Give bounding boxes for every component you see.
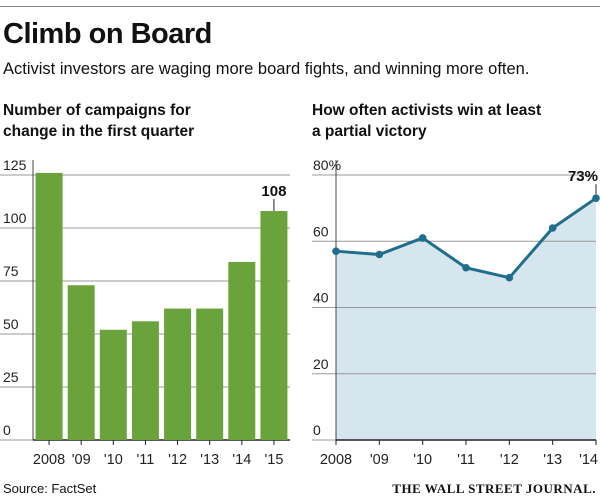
bar-6 — [228, 261, 256, 440]
area-point-0 — [332, 247, 340, 255]
area-ytick-label: 60 — [313, 223, 329, 239]
area-chart-title: How often activists win at least a parti… — [312, 100, 592, 142]
bar-xtick-label: '13 — [200, 452, 219, 468]
publisher-credit: THE WALL STREET JOURNAL. — [392, 481, 596, 496]
area-point-6 — [592, 194, 600, 202]
bar-1 — [67, 285, 95, 440]
bar-ytick-label: 125 — [3, 157, 27, 173]
bar-7 — [260, 211, 288, 440]
bar-0 — [35, 172, 63, 440]
area-xtick-label: '12 — [500, 452, 519, 468]
bar-ytick-label: 0 — [3, 422, 11, 438]
bar-ytick-label: 50 — [3, 316, 19, 332]
subhead: Activist investors are waging more board… — [3, 60, 530, 78]
bar-xtick-label: '15 — [264, 452, 283, 468]
area-ytick-label: 80% — [313, 157, 341, 173]
area-point-5 — [548, 224, 557, 232]
source-note: Source: FactSet — [3, 481, 97, 496]
area-ytick-label: 20 — [313, 356, 329, 372]
bar-5 — [196, 308, 224, 440]
area-annotation-label: 73% — [568, 168, 598, 185]
bar-chart: 0 25 50 75 100 125 2008 '09 '10 '11 '12 '13 '14 '15 10… — [0, 157, 290, 468]
top-rule — [0, 6, 600, 7]
bar-ytick-label: 25 — [3, 369, 19, 385]
bar-xtick-label: '12 — [168, 452, 187, 468]
area-xtick-label: '09 — [370, 452, 389, 468]
bar-xtick-label: '10 — [104, 452, 123, 468]
area-ytick-label: 40 — [313, 290, 329, 306]
headline: Climb on Board — [3, 18, 212, 50]
bar-xtick-label: '14 — [232, 452, 251, 468]
bar-2 — [99, 329, 127, 440]
bar-xtick-label: '09 — [72, 452, 91, 468]
area-xtick-label: '10 — [413, 452, 432, 468]
area-ytick-label: 0 — [313, 422, 321, 438]
bar-3 — [131, 321, 159, 440]
bar-xtick-label: '11 — [137, 452, 155, 468]
bar-chart-title-line-2: change in the first quarter — [3, 123, 195, 140]
area-xtick-label: '13 — [543, 452, 562, 468]
area-point-4 — [505, 273, 514, 282]
area-point-2 — [418, 234, 427, 242]
area-chart-title-line-1: How often activists win at least — [312, 102, 542, 119]
bar-chart-title-line-1: Number of campaigns for — [3, 102, 191, 119]
bar-chart-title: Number of campaigns for change in the fi… — [3, 100, 283, 142]
area-xtick-label: '11 — [457, 452, 475, 468]
area-chart: 0 20 40 60 80% 2008 '09 '10 '11 '12 '13 '14 73% — [312, 157, 600, 468]
bar-annotation-label: 108 — [261, 183, 286, 200]
bar-ytick-label: 100 — [3, 210, 27, 226]
area-xtick-label: 2008 — [320, 452, 352, 468]
bar-ytick-label: 75 — [3, 263, 19, 279]
area-xtick-label: '14 — [579, 452, 598, 468]
area-chart-title-line-2: a partial victory — [312, 123, 427, 140]
area-point-1 — [375, 250, 384, 259]
area-point-3 — [462, 263, 470, 272]
bar-xtick-label: 2008 — [33, 452, 65, 468]
area-fill — [336, 198, 596, 440]
bar-4 — [164, 308, 192, 440]
